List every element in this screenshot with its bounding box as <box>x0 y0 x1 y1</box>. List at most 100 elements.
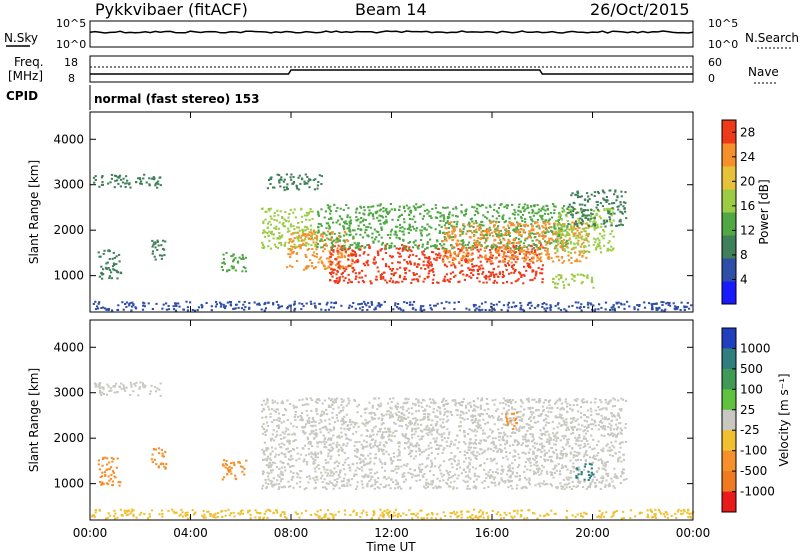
data-cell <box>105 308 108 311</box>
data-cell <box>269 439 273 442</box>
data-cell <box>478 226 481 229</box>
data-cell <box>390 228 393 231</box>
data-cell <box>222 253 225 256</box>
data-cell <box>501 480 504 483</box>
data-cell <box>267 466 270 469</box>
data-cell <box>417 244 420 247</box>
data-cell <box>112 385 115 388</box>
data-cell <box>530 304 533 307</box>
data-cell <box>609 218 612 221</box>
data-cell <box>324 242 327 245</box>
data-cell <box>452 230 455 233</box>
data-cell <box>579 459 583 462</box>
data-cell <box>270 217 273 220</box>
data-cell <box>478 453 481 456</box>
data-cell <box>411 303 414 306</box>
data-cell <box>589 302 592 305</box>
data-cell <box>559 457 562 460</box>
data-cell <box>608 446 611 449</box>
data-cell <box>459 248 462 251</box>
data-cell <box>333 478 336 481</box>
data-cell <box>297 239 300 242</box>
data-cell <box>374 425 377 428</box>
data-cell <box>269 183 272 185</box>
data-cell <box>473 206 476 209</box>
data-cell <box>454 274 457 277</box>
data-cell <box>426 486 429 489</box>
data-cell <box>391 262 394 265</box>
data-cell <box>546 252 549 255</box>
data-cell <box>538 241 541 244</box>
data-cell <box>287 458 290 461</box>
data-cell <box>325 303 328 306</box>
data-cell <box>411 278 414 281</box>
data-cell <box>571 206 575 209</box>
data-cell <box>568 237 571 240</box>
data-cell <box>573 242 576 245</box>
data-cell <box>403 218 406 221</box>
data-cell <box>490 302 493 305</box>
data-cell <box>449 410 452 413</box>
data-cell <box>407 242 410 244</box>
data-cell <box>453 229 456 232</box>
data-cell <box>426 415 430 418</box>
data-cell <box>305 256 308 258</box>
data-cell <box>528 307 532 310</box>
data-cell <box>379 249 382 252</box>
data-cell <box>476 239 479 242</box>
data-cell <box>432 251 435 254</box>
data-cell <box>605 199 609 202</box>
data-cell <box>619 201 622 204</box>
data-cell <box>443 278 446 281</box>
data-cell <box>389 230 393 233</box>
data-cell <box>392 470 395 472</box>
data-cell <box>617 205 620 208</box>
data-cell <box>485 477 488 480</box>
data-cell <box>388 397 392 400</box>
data-cell <box>503 244 506 247</box>
data-cell <box>582 446 585 449</box>
data-cell <box>581 250 584 253</box>
data-cell <box>153 386 156 389</box>
data-cell <box>328 208 331 211</box>
station-title: Pykkvibaer (fitACF) <box>95 0 248 19</box>
data-cell <box>586 276 589 278</box>
data-cell <box>518 238 521 241</box>
data-cell <box>314 237 317 240</box>
data-cell <box>153 177 156 180</box>
data-cell <box>586 200 590 203</box>
data-cell <box>558 470 562 473</box>
data-cell <box>374 238 377 241</box>
data-cell <box>611 202 614 205</box>
data-cell <box>508 464 511 467</box>
data-cell <box>421 251 424 254</box>
data-cell <box>601 479 604 482</box>
data-cell <box>537 224 540 227</box>
data-cell <box>222 258 226 260</box>
data-cell <box>327 455 330 458</box>
data-cell <box>617 208 620 211</box>
data-cell <box>419 239 423 241</box>
data-cell <box>484 309 487 311</box>
freq-panel: Freq. [MHz] 18 8 60 0 Nave <box>8 55 779 85</box>
data-cell <box>512 467 515 470</box>
data-cell <box>428 483 431 486</box>
data-cell <box>515 475 519 478</box>
data-cell <box>556 436 560 439</box>
data-cell <box>412 272 415 274</box>
data-cell <box>455 225 458 228</box>
data-cell <box>363 423 366 426</box>
data-cell <box>532 214 535 217</box>
data-cell <box>592 243 595 246</box>
data-cell <box>340 304 343 307</box>
data-cell <box>362 218 365 221</box>
data-cell <box>374 308 377 310</box>
data-cell <box>536 471 540 474</box>
data-cell <box>475 243 478 246</box>
data-cell <box>117 304 120 307</box>
data-cell <box>451 230 454 233</box>
data-cell <box>624 210 627 213</box>
data-cell <box>469 246 472 249</box>
data-cell <box>342 208 345 211</box>
data-cell <box>423 308 426 311</box>
